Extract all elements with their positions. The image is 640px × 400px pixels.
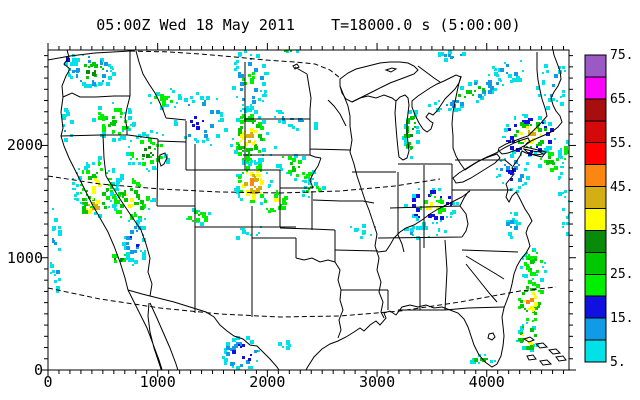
x-tick-label: 3000 (358, 373, 396, 391)
colorbar-tick-label: 75. (610, 48, 634, 63)
lake-superior (339, 61, 419, 103)
plot-frame-and-ticks (41, 43, 576, 377)
y-tick-label: 0 (33, 361, 43, 379)
plot-title: 05:00Z Wed 18 May 2011 T=18000.0 s (5:00… (96, 16, 521, 34)
lake-erie (452, 153, 501, 184)
x-tick-label: 2000 (249, 373, 286, 391)
gulf-atlantic-coastline (127, 50, 563, 370)
baja-coastline (127, 289, 179, 370)
state-lines-west (60, 50, 336, 317)
colorbar-tick-label: 15. (610, 311, 634, 327)
colorbar-tick-label: 25. (610, 267, 634, 283)
canada-border-dashed (129, 50, 341, 79)
long-island-outline (522, 148, 545, 156)
x-tick-label: 4000 (468, 373, 505, 391)
colorbar (584, 54, 607, 363)
x-tick-label: 0 (43, 373, 53, 391)
bahamas-cuba-islands (522, 336, 567, 366)
graticule-40n-dashed (48, 175, 441, 194)
state-lines-midwest (243, 62, 453, 319)
colorbar-tick-label: 45. (610, 179, 634, 195)
radar-echoes-layer (50, 50, 569, 370)
lake-ontario (498, 137, 531, 155)
colorbar-tick-label: 55. (610, 135, 634, 151)
lake-michigan (394, 94, 410, 161)
lake-huron (411, 74, 462, 133)
plot-frame (47, 49, 570, 371)
colorbar-tick-label: 35. (610, 223, 634, 239)
colorbar-tick-label: 5. (610, 355, 626, 370)
y-tick-label: 1000 (6, 248, 43, 267)
state-lines-east (334, 159, 519, 341)
x-tick-label: 1000 (139, 373, 176, 391)
y-tick-label: 2000 (6, 136, 43, 155)
canada-border-west (48, 50, 131, 61)
canada-border-east (417, 52, 548, 171)
pacific-coastline (60, 50, 129, 291)
us-basemap-outlines (48, 50, 567, 370)
colorbar-tick-label: 65. (610, 91, 634, 107)
graticule-30n-dashed (48, 286, 557, 318)
